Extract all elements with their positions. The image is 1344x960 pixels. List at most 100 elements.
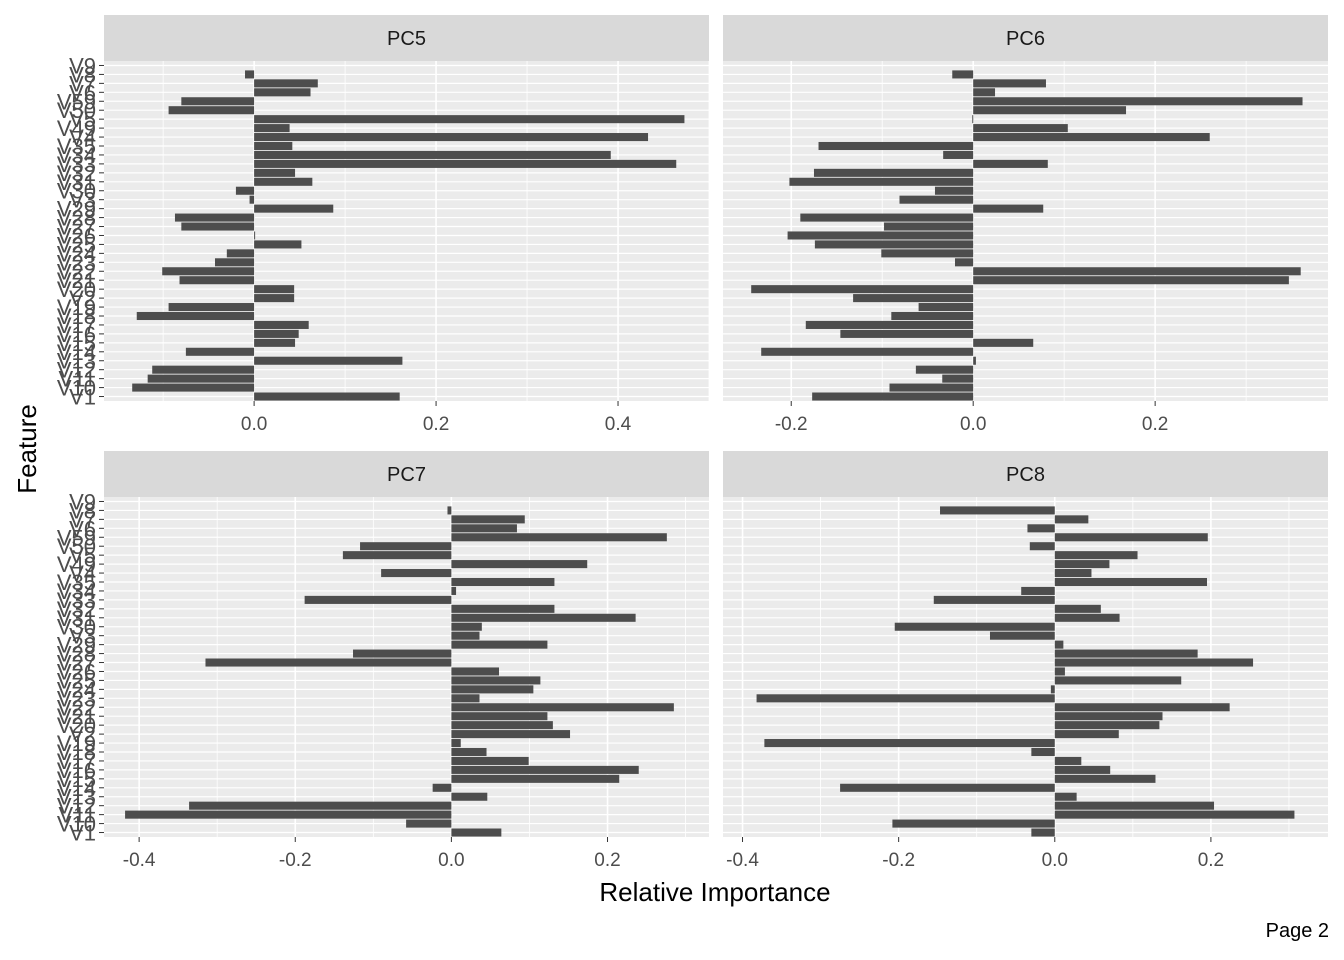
y-tick-label-v16: V16	[57, 758, 96, 783]
bar-v15	[1054, 774, 1156, 783]
bar-v16	[1054, 765, 1111, 774]
bar-v31	[789, 177, 974, 186]
y-tick-label-v23: V23	[57, 686, 96, 711]
y-tick-label-v2: V2	[69, 286, 96, 311]
bar-v28	[800, 213, 974, 222]
bar-v19	[764, 739, 1055, 748]
bar-v33	[254, 159, 677, 168]
bar-v49	[451, 560, 588, 569]
y-tick-label-v9: V9	[69, 53, 96, 78]
y-tick-label-v19: V19	[57, 295, 96, 320]
bar-v29	[254, 204, 334, 213]
y-tick-label-v28: V28	[57, 642, 96, 667]
bar-v1	[812, 392, 974, 401]
bar-v49	[1054, 560, 1110, 569]
y-tick-label-v3: V3	[69, 624, 96, 649]
bar-v59	[1054, 533, 1208, 542]
y-tick-label-v32: V32	[57, 597, 96, 622]
bar-v19	[918, 303, 974, 312]
bar-v11	[1054, 810, 1295, 819]
bar-v32	[451, 604, 555, 613]
bar-v25	[254, 240, 302, 249]
facet-strip-label: PC6	[1006, 28, 1045, 50]
bar-v31	[1054, 613, 1120, 622]
bar-v34	[943, 150, 974, 159]
bar-v7	[451, 515, 525, 524]
bar-v35	[254, 141, 293, 151]
y-tick-label-v8: V8	[69, 498, 96, 523]
bar-v27	[181, 222, 255, 231]
bar-v19	[168, 303, 255, 312]
y-tick-label-v7: V7	[69, 71, 96, 96]
bar-v7	[973, 79, 1046, 88]
bar-v6	[254, 88, 311, 97]
bar-v49	[254, 124, 290, 133]
y-tick-label-v15: V15	[57, 331, 96, 356]
bar-v26	[1054, 667, 1065, 676]
bar-v8	[245, 70, 255, 79]
y-tick-label-v33: V33	[57, 152, 96, 177]
y-tick-label-v14: V14	[57, 776, 96, 801]
page-label: Page 2	[1265, 920, 1329, 942]
bar-v24	[451, 685, 534, 694]
bar-v10	[889, 383, 974, 392]
bar-v3	[899, 195, 974, 204]
y-tick-label-v20: V20	[57, 277, 96, 302]
bar-v14	[185, 347, 255, 356]
bar-v33	[973, 159, 1048, 168]
panel-pc8: PC8 -0.4 -0.2 0.0 0.2	[723, 451, 1328, 871]
y-tick-label-v6: V6	[69, 80, 96, 105]
y-tick-label-v50: V50	[57, 98, 96, 123]
y-tick-label-v25: V25	[57, 668, 96, 693]
bar-v4	[1054, 569, 1092, 578]
y-tick-label-v25: V25	[57, 232, 96, 257]
bar-v16	[840, 329, 974, 338]
bar-v7	[254, 79, 318, 88]
y-tick-label-v30: V30	[57, 179, 96, 204]
bar-v27	[884, 222, 974, 231]
bar-v18	[451, 747, 487, 757]
y-tick-label-v13: V13	[57, 349, 96, 374]
bar-v17	[1054, 756, 1082, 765]
bar-v6	[973, 88, 996, 97]
bar-v5	[972, 115, 974, 124]
bar-v11	[125, 810, 452, 819]
x-tick-label: 0.4	[605, 414, 632, 435]
bar-v21	[179, 276, 255, 285]
panel-background	[723, 497, 1328, 837]
y-tick-label-v9: V9	[69, 489, 96, 514]
bar-v10	[132, 383, 255, 392]
bar-v28	[174, 213, 255, 222]
bar-v32	[1054, 604, 1101, 613]
bar-v31	[451, 613, 636, 622]
bar-v32	[254, 168, 296, 177]
bar-v18	[891, 311, 974, 321]
y-tick-label-v26: V26	[57, 223, 96, 248]
y-tick-label-v16: V16	[57, 322, 96, 347]
x-tick-label: 0.0	[960, 414, 986, 435]
bar-v59	[181, 97, 255, 106]
bar-v21	[973, 276, 1289, 285]
bar-v17	[451, 756, 529, 765]
x-tick-label: -0.4	[726, 850, 759, 871]
y-tick-label-v12: V12	[57, 794, 96, 819]
bar-v1	[451, 828, 502, 837]
bar-v34	[451, 586, 457, 595]
facet-strip-label: PC8	[1006, 464, 1045, 486]
bar-v18	[1031, 747, 1055, 757]
x-tick-label: 0.0	[241, 414, 267, 435]
x-tick-label: -0.4	[123, 850, 156, 871]
bar-v19	[451, 739, 461, 748]
bar-v10	[892, 819, 1055, 828]
facet-strip	[723, 15, 1328, 61]
y-tick-label-v49: V49	[57, 552, 96, 577]
bar-v27	[205, 658, 452, 667]
bar-v24	[1050, 685, 1055, 694]
bar-v31	[254, 177, 313, 186]
bar-v4	[381, 569, 452, 578]
y-tick-label-v8: V8	[69, 62, 96, 87]
bar-v22	[1054, 703, 1230, 712]
bar-v15	[254, 338, 296, 347]
bar-v50	[973, 106, 1127, 115]
